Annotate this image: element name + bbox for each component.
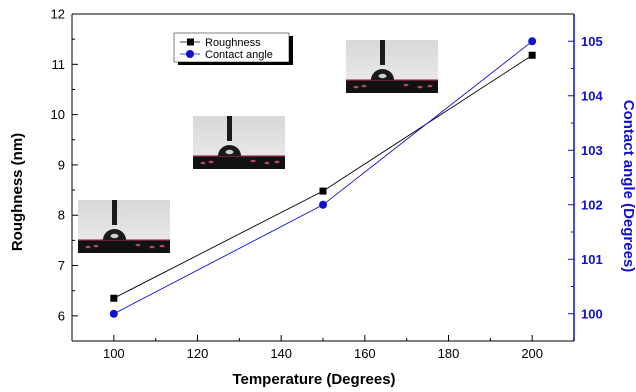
droplet-photos (78, 40, 438, 253)
substrate-speck (403, 83, 409, 87)
substrate-speck (208, 160, 214, 164)
photo-substrate (346, 80, 438, 93)
substrate-speck (427, 84, 433, 88)
y-right-tick-label: 103 (581, 143, 603, 158)
y-right-tick-label: 105 (581, 34, 603, 49)
substrate-speck (361, 84, 367, 88)
droplet-highlight (378, 73, 387, 79)
x-tick-label: 140 (270, 346, 292, 361)
substrate-speck (417, 85, 423, 89)
y-left-tick-label: 10 (51, 107, 65, 122)
substrate-speck (264, 161, 270, 165)
roughness-point (528, 51, 536, 59)
needle-icon (227, 116, 232, 141)
droplet-highlight (110, 233, 119, 239)
needle-icon (112, 200, 117, 225)
legend-box (173, 32, 290, 63)
y-left-tick-label: 7 (58, 258, 65, 273)
substrate-speck (353, 85, 359, 89)
x-tick-label: 200 (521, 346, 543, 361)
axes: 100 120 140 160 180 200 6 7 8 9 10 11 12 100 101 102 103… (51, 7, 604, 362)
y-right-tick-label: 104 (581, 88, 603, 103)
y-left-tick-label: 11 (52, 57, 66, 72)
substrate-speck (159, 244, 165, 248)
series-layer (109, 37, 537, 318)
legend-marker-contact-angle (186, 50, 194, 58)
contact-angle-point (109, 309, 118, 318)
droplet-photo (346, 40, 438, 93)
y-left-tick-label: 8 (58, 208, 65, 223)
x-tick-label: 180 (438, 346, 460, 361)
substrate-speck (274, 160, 280, 164)
contact-angle-point (319, 200, 327, 209)
legend-label-roughness: Roughness (205, 37, 261, 49)
photo-substrate (78, 240, 170, 253)
droplet-highlight (225, 149, 234, 155)
x-tick-label: 160 (354, 346, 376, 361)
series-line-contact-angle (113, 40, 533, 315)
photo-substrate (193, 156, 285, 169)
y-right-tick-label: 101 (581, 252, 603, 267)
x-axis-title: Temperature (Degrees) (232, 371, 395, 388)
contact-angle-point (528, 37, 537, 46)
substrate-speck (250, 159, 256, 163)
substrate-speck (149, 245, 155, 249)
legend-label-contact-angle: Contact angle (205, 49, 273, 61)
roughness-point (319, 187, 327, 195)
x-tick-label: 100 (103, 346, 125, 361)
droplet-photo (78, 200, 170, 253)
substrate-speck (85, 245, 91, 249)
substrate-speck (93, 244, 99, 248)
x-tick-label: 120 (187, 346, 209, 361)
droplet-photo (193, 116, 285, 169)
substrate-speck (200, 161, 206, 165)
y-left-tick-label: 9 (58, 157, 65, 172)
substrate-speck (135, 243, 141, 247)
series-line-roughness (113, 54, 533, 299)
y-left-tick-label: 12 (51, 7, 65, 22)
y-left-tick-label: 6 (58, 308, 65, 323)
y-right-tick-label: 102 (581, 197, 603, 212)
y-right-tick-label: 100 (581, 306, 603, 321)
y-axis-left-title: Roughness (nm) (9, 133, 26, 251)
needle-icon (380, 40, 385, 65)
legend: Roughness Contact angle (173, 32, 293, 65)
y-axis-right-title: Contact angle (Degrees) (620, 100, 636, 273)
roughness-point (110, 294, 118, 302)
legend-marker-roughness (187, 38, 194, 46)
